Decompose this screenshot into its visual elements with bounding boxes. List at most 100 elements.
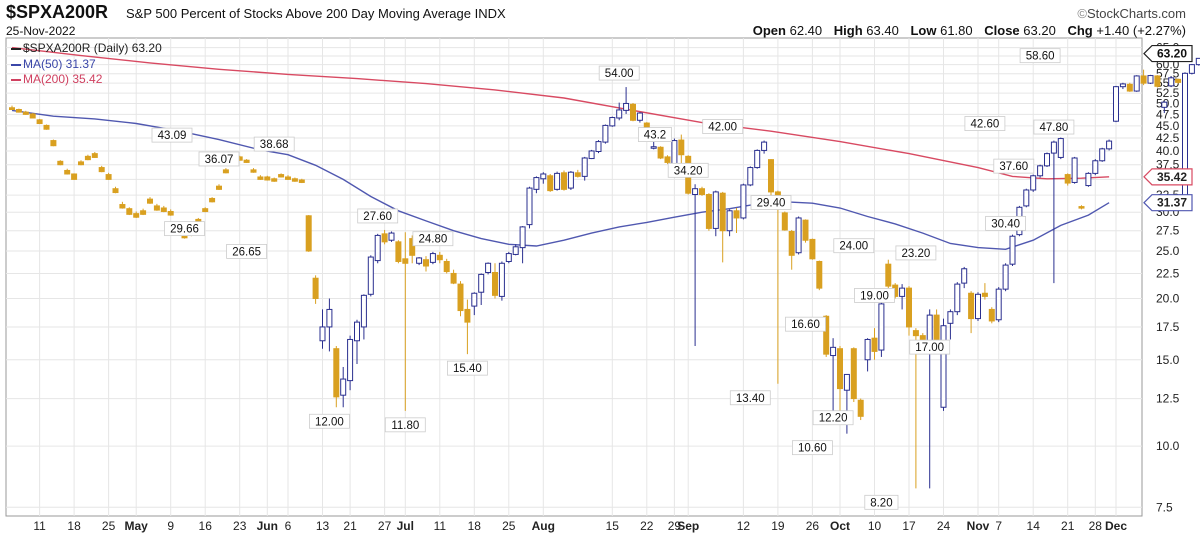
candle-body <box>788 230 795 256</box>
x-tick-label: Jul <box>397 519 414 533</box>
x-tick-label: 18 <box>468 519 482 533</box>
brand-logo[interactable]: ©StockCharts.com <box>1077 6 1186 21</box>
candle-body <box>478 273 485 293</box>
x-tick-label: Nov <box>967 519 990 533</box>
ma50-tag-text: 31.37 <box>1157 196 1187 210</box>
candle-body <box>50 140 57 147</box>
annotation-label: 24.80 <box>419 234 448 246</box>
y-tick-label: 40.0 <box>1156 144 1180 158</box>
candle-body <box>850 348 857 400</box>
x-tick-label: Oct <box>830 519 850 533</box>
candle-body <box>878 303 885 351</box>
y-tick-label: 47.5 <box>1156 107 1180 121</box>
candle-body <box>222 169 229 174</box>
candle-body <box>650 146 657 149</box>
candle-body <box>1106 140 1113 150</box>
candle-body <box>954 283 961 313</box>
candle-body <box>968 292 975 320</box>
candle-body <box>768 159 774 193</box>
candle-body <box>243 159 250 163</box>
y-tick-label: 10.0 <box>1156 439 1180 453</box>
candle-body <box>919 335 926 340</box>
annotation-box <box>1033 119 1075 135</box>
candle-body <box>1126 83 1133 92</box>
candle-body <box>250 169 257 173</box>
annotation-box <box>985 215 1026 231</box>
candle-body <box>133 213 140 218</box>
candle-body <box>291 178 298 182</box>
candle-body <box>98 167 105 173</box>
candle-body <box>1188 64 1195 74</box>
candle-body <box>1085 172 1092 187</box>
x-tick-label: 17 <box>902 519 916 533</box>
candle-body <box>830 346 837 357</box>
high-label: High <box>833 23 863 38</box>
candle-body <box>747 167 754 186</box>
annotation-label: 24.00 <box>839 241 868 253</box>
candle-body <box>436 254 443 261</box>
legend-price: $SPXA200R (Daily) 63.20 <box>11 41 162 55</box>
x-tick-label: 11 <box>33 519 46 533</box>
candle-body <box>761 141 768 151</box>
candle-body <box>940 325 947 408</box>
candle-body <box>471 292 478 307</box>
annotation-box <box>384 417 426 433</box>
annotation-label: 43.2 <box>644 130 666 142</box>
candle-body <box>947 311 954 324</box>
candle-body <box>616 109 623 119</box>
y-tick-label: 42.5 <box>1156 131 1180 145</box>
candle-body <box>961 268 968 284</box>
candle-body <box>209 197 216 203</box>
legend-price-swatch <box>11 47 21 50</box>
candle-body <box>1078 206 1085 209</box>
candle-body <box>388 232 395 241</box>
x-tick-label: 23 <box>233 519 247 533</box>
candle-body <box>740 184 747 219</box>
x-tick-label: Dec <box>1105 519 1127 533</box>
candle-body <box>64 169 71 175</box>
annotation-box <box>226 244 268 259</box>
open-value: 62.40 <box>789 23 823 38</box>
annotation-label: 19.00 <box>860 290 889 302</box>
x-tick-label: 21 <box>343 519 357 533</box>
annotation-box <box>667 162 709 178</box>
change-value: +1.40 (+2.27%) <box>1096 23 1186 38</box>
annotation-label: 29.40 <box>757 198 786 210</box>
x-tick-label: 13 <box>316 519 330 533</box>
candle-body <box>857 399 864 417</box>
annotation-box <box>964 116 1006 131</box>
candle-body <box>305 215 312 252</box>
x-tick-label: 12 <box>737 519 751 533</box>
candle-body <box>485 262 492 273</box>
candle-body <box>167 210 174 216</box>
annotation-label: 12.00 <box>315 416 344 428</box>
y-tick-label: 27.5 <box>1156 224 1180 238</box>
y-tick-label: 7.5 <box>1156 500 1173 514</box>
candle-body <box>864 338 871 361</box>
close-value: 63.20 <box>1023 23 1056 38</box>
candle-body <box>43 124 50 130</box>
copyright-icon: © <box>1077 6 1088 21</box>
annotation-box <box>702 119 744 134</box>
brand-name: StockCharts.com <box>1087 6 1186 21</box>
y-tick-label: 25.0 <box>1156 244 1180 258</box>
candle-body <box>498 262 505 297</box>
candle-body <box>1092 160 1099 174</box>
open-label: Open <box>752 23 786 38</box>
candle-body <box>1057 138 1064 158</box>
annotation-label: 37.60 <box>999 161 1028 173</box>
candle-body <box>443 260 450 273</box>
candle-body <box>1168 77 1175 87</box>
annotation-box <box>792 440 833 456</box>
candle-body <box>354 321 360 342</box>
candle-body <box>1064 174 1071 184</box>
candle-body <box>705 194 712 229</box>
annotation-box <box>164 221 205 237</box>
candle-body <box>1044 153 1050 167</box>
candle-body <box>140 210 147 215</box>
legend-price-label: $SPXA200R (Daily) 63.20 <box>23 41 162 55</box>
annotation-box <box>598 65 640 81</box>
x-tick-label: Jun <box>257 519 278 533</box>
legend-ma200: MA(200) 35.42 <box>11 72 102 86</box>
